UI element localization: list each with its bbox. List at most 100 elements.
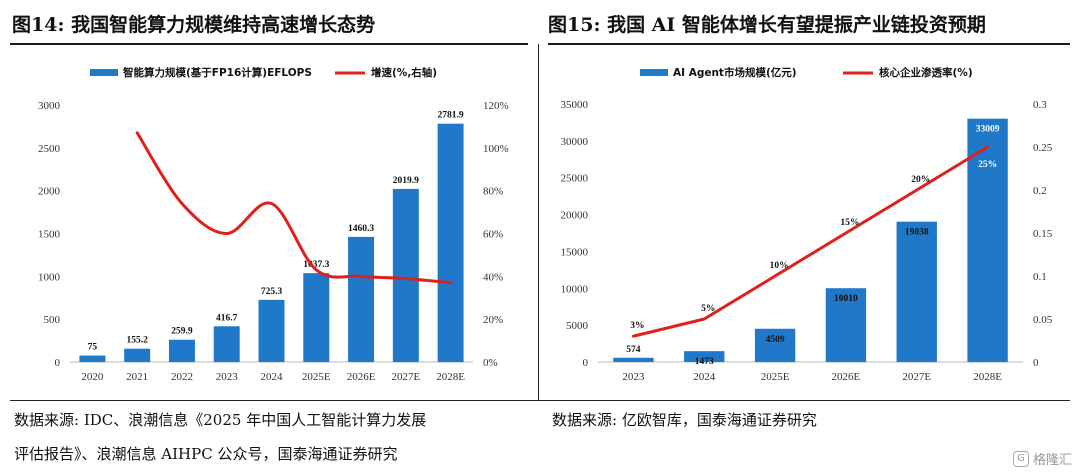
bar-value-label: 10010 — [834, 294, 858, 304]
bar-value-label: 1473 — [695, 357, 714, 367]
y-right-tick-label: 120% — [483, 100, 509, 112]
left-bottom-rule — [10, 400, 538, 401]
y-left-tick-label: 25000 — [561, 173, 589, 185]
legend-bar-label: 智能算力规模(基于FP16计算)EFLOPS — [122, 66, 312, 79]
y-left-tick-label: 20000 — [561, 210, 589, 222]
left-chart-title: 图14: 我国智能算力规模维持高速增长态势 — [12, 14, 376, 36]
y-left-tick-label: 15000 — [561, 246, 589, 258]
y-left-tick-label: 500 — [44, 314, 61, 326]
x-tick-label: 2026E — [347, 371, 376, 383]
bar — [613, 357, 654, 362]
y-left-tick-label: 3000 — [38, 100, 61, 112]
y-right-tick-label: 0.1 — [1033, 271, 1047, 283]
y-left-tick-label: 2000 — [38, 186, 61, 198]
point-value-label: 25% — [978, 160, 997, 170]
bar-value-label: 33009 — [976, 125, 1000, 135]
y-left-tick-label: 1500 — [38, 229, 61, 241]
y-right-tick-label: 60% — [483, 229, 503, 241]
legend-line-label: 核心企业渗透率(%) — [879, 66, 973, 79]
y-left-tick-label: 10000 — [561, 283, 589, 295]
y-left-tick-label: 30000 — [561, 136, 589, 148]
bar — [348, 236, 375, 362]
right-chart: AI Agent市场规模(亿元) 核心企业渗透率(%) 0 5000 10000 1500… — [561, 66, 1053, 383]
bar — [896, 221, 937, 362]
left-source-line-2: 评估报告》、浪潮信息 AIHPC 公众号，国泰海通证券研究 — [14, 445, 398, 463]
point-value-label: 3% — [630, 321, 644, 331]
bar-value-label: 19038 — [905, 228, 929, 238]
watermark-text: 格隆汇 — [1032, 453, 1072, 468]
x-tick-label: 2028E — [436, 371, 465, 383]
bar-value-label: 1037.3 — [303, 260, 329, 270]
bar — [392, 188, 419, 362]
y-left-tick-label: 2500 — [38, 143, 61, 155]
legend-bar-swatch — [640, 69, 668, 76]
right-source: 数据来源: 亿欧智库，国泰海通证券研究 — [552, 411, 817, 429]
point-value-label: 5% — [701, 304, 715, 314]
bar-value-label: 4509 — [766, 335, 785, 345]
x-tick-label: 2026E — [832, 371, 861, 383]
x-tick-label: 2021 — [126, 371, 148, 383]
x-tick-label: 2027E — [902, 371, 931, 383]
y-left-tick-label: 5000 — [566, 320, 589, 332]
y-right-tick-label: 0% — [483, 357, 498, 369]
x-tick-label: 2028E — [973, 371, 1002, 383]
x-tick-label: 2027E — [391, 371, 420, 383]
y-left-tick-label: 0 — [583, 357, 589, 369]
bar-value-label: 259.9 — [171, 327, 193, 337]
y-right-tick-label: 0.3 — [1033, 99, 1047, 111]
y-right-tick-label: 0 — [1033, 357, 1039, 369]
bar-value-label: 725.3 — [261, 287, 283, 297]
bar — [168, 339, 195, 362]
line-series — [631, 145, 990, 338]
right-bottom-rule — [538, 400, 1070, 401]
bar — [213, 326, 240, 362]
y-left-tick-label: 1000 — [38, 271, 61, 283]
bar — [684, 351, 725, 362]
x-tick-label: 2025E — [761, 371, 790, 383]
y-right-tick-label: 80% — [483, 186, 503, 198]
watermark: G 格隆汇 — [1012, 449, 1072, 468]
left-title-rule — [10, 43, 528, 45]
x-tick-label: 2022 — [171, 371, 193, 383]
bar-value-label: 416.7 — [216, 313, 238, 323]
bar-value-label: 155.2 — [126, 336, 148, 346]
x-tick-label: 2023 — [622, 371, 645, 383]
bar — [825, 288, 867, 362]
point-value-label: 20% — [911, 175, 930, 185]
y-right-tick-label: 0.05 — [1033, 314, 1053, 326]
right-chart-title: 图15: 我国 AI 智能体增长有望提振产业链投资预期 — [548, 14, 986, 36]
y-right-tick-label: 0.15 — [1033, 228, 1053, 240]
legend-bar-label: AI Agent市场规模(亿元) — [673, 66, 797, 79]
y-right-tick-label: 0.2 — [1033, 185, 1047, 197]
y-right-tick-label: 40% — [483, 271, 503, 283]
bar — [79, 355, 106, 362]
bar-value-label: 574 — [626, 345, 641, 355]
panel-divider — [538, 44, 539, 400]
left-source-line-1: 数据来源: IDC、浪潮信息《2025 年中国人工智能计算力发展 — [14, 411, 427, 429]
bar — [754, 328, 796, 362]
y-left-tick-label: 0 — [55, 357, 61, 369]
x-tick-label: 2020 — [81, 371, 104, 383]
bar-value-label: 2781.9 — [438, 111, 464, 121]
bar-value-label: 1460.3 — [348, 224, 374, 234]
y-right-tick-label: 0.25 — [1033, 142, 1053, 154]
y-right-tick-label: 20% — [483, 314, 503, 326]
bar — [303, 273, 330, 362]
line-series — [135, 131, 453, 285]
point-value-label: 10% — [770, 261, 789, 271]
legend-line-label: 增速(%,右轴) — [371, 66, 437, 79]
point-value-label: 15% — [840, 218, 859, 228]
left-chart: 智能算力规模(基于FP16计算)EFLOPS 增速(%,右轴) 0 500 1000 15… — [38, 66, 509, 383]
x-tick-label: 2025E — [302, 371, 331, 383]
watermark-logo-icon: G — [1012, 450, 1029, 467]
bar-value-label: 75 — [88, 343, 98, 353]
x-tick-label: 2024 — [261, 371, 284, 383]
bar — [124, 348, 151, 362]
y-left-tick-label: 35000 — [561, 99, 589, 111]
bar-value-label: 2019.9 — [393, 176, 419, 186]
bar — [258, 299, 285, 362]
x-tick-label: 2023 — [216, 371, 239, 383]
x-tick-label: 2024 — [693, 371, 716, 383]
bar — [437, 123, 464, 362]
bar — [967, 118, 1008, 362]
